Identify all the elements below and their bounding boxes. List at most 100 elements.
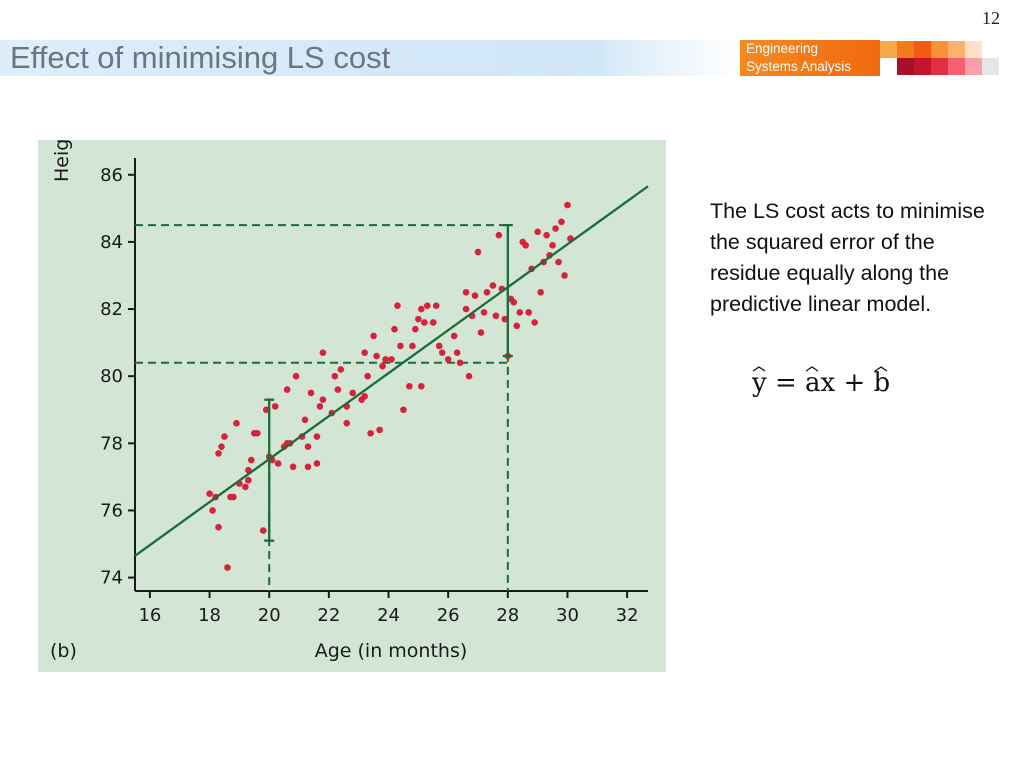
y-tick-label: 84	[100, 232, 123, 253]
y-tick-label: 74	[100, 568, 123, 589]
x-tick-label: 24	[377, 605, 400, 626]
data-point	[501, 315, 509, 323]
data-point	[215, 523, 222, 531]
data-point	[492, 312, 500, 320]
data-point	[555, 258, 562, 266]
data-point	[334, 386, 342, 393]
data-point	[406, 382, 413, 390]
scatter-chart: 16 18 20 22 24 26 28 30 32 74 76 78 80 82 84 86 Height …	[50, 140, 649, 662]
figure-panel	[38, 140, 666, 672]
data-point	[337, 366, 345, 373]
data-point	[307, 389, 315, 397]
data-point	[525, 309, 532, 316]
data-point	[391, 325, 398, 333]
data-point	[271, 403, 279, 410]
data-point	[477, 329, 485, 336]
data-point	[418, 305, 425, 313]
eq-b: b	[873, 368, 891, 398]
data-point	[221, 433, 228, 440]
data-point	[224, 564, 231, 571]
data-point	[233, 419, 240, 427]
data-point	[379, 362, 386, 370]
hat-accent	[874, 366, 887, 372]
eq-a-hat: a	[805, 366, 821, 398]
data-point	[543, 231, 550, 239]
tick-labels: 16 18 20 22 24 26 28 30 32 74 76 78 80 82 84 86	[100, 165, 638, 626]
data-point	[552, 225, 559, 232]
brand-square	[965, 41, 982, 58]
eq-x: x	[820, 368, 836, 398]
data-point	[450, 332, 458, 340]
data-point	[462, 305, 470, 313]
x-tick-label: 26	[437, 605, 460, 626]
y-tick-label: 82	[100, 299, 123, 320]
page-number: 12	[982, 8, 1000, 28]
data-point	[248, 456, 255, 464]
data-point	[361, 349, 368, 356]
data-point	[418, 382, 425, 390]
data-point	[549, 241, 556, 249]
brand-square	[931, 41, 948, 58]
x-tick-label: 16	[138, 605, 161, 626]
y-tick-label: 86	[100, 165, 123, 186]
data-point	[313, 433, 321, 440]
data-point	[438, 349, 446, 356]
data-point	[409, 342, 416, 350]
brand-square	[914, 41, 931, 58]
data-point	[274, 460, 282, 467]
y-tick-label: 76	[100, 500, 123, 521]
x-tick-label: 22	[317, 605, 340, 626]
x-tick-label: 18	[198, 605, 221, 626]
brand-square	[880, 41, 897, 58]
data-point	[471, 292, 479, 299]
axes	[134, 158, 648, 592]
data-point	[304, 443, 312, 450]
hat-accent	[805, 366, 819, 372]
data-point	[435, 342, 443, 350]
data-point	[262, 406, 270, 414]
data-point	[292, 372, 300, 380]
data-point	[513, 322, 521, 330]
data-point	[218, 443, 225, 450]
x-tick-label: 20	[258, 605, 281, 626]
data-point	[382, 356, 389, 363]
brand-square	[897, 58, 914, 75]
body-text: The LS cost acts to minimise the squared…	[710, 199, 985, 316]
data-point	[283, 386, 291, 393]
panel-label: (b)	[50, 640, 77, 662]
data-point	[349, 389, 357, 397]
data-point	[415, 315, 422, 323]
data-point	[242, 483, 249, 491]
data-point	[495, 231, 503, 239]
brand-square	[897, 41, 914, 58]
data-point	[516, 309, 524, 316]
data-point	[510, 299, 518, 306]
hat-accent	[752, 366, 766, 372]
eq-plus: +	[843, 368, 866, 398]
y-tick-label: 78	[100, 433, 123, 454]
y-axis-label: Height (in centimeters)	[51, 140, 73, 182]
eq-b-hat: b	[873, 366, 891, 398]
data-point	[364, 372, 371, 380]
data-point	[421, 319, 428, 326]
data-point	[376, 426, 383, 434]
data-point	[423, 302, 431, 309]
data-point	[331, 372, 339, 380]
brand-square	[914, 58, 931, 75]
brand-square	[948, 41, 965, 58]
x-tick-label: 28	[496, 605, 519, 626]
x-tick-label: 32	[616, 605, 639, 626]
data-point	[558, 218, 565, 226]
data-point	[456, 359, 464, 367]
data-point	[316, 403, 324, 410]
brand-square	[982, 58, 999, 75]
slide-title: Effect of minimising LS cost	[10, 40, 391, 75]
brand-line-1: Engineering	[746, 41, 819, 56]
data-point	[397, 342, 404, 350]
data-point	[319, 349, 327, 356]
eq-y-hat: y	[752, 366, 767, 398]
data-point	[489, 282, 497, 289]
data-point	[253, 429, 261, 437]
data-point	[388, 356, 395, 363]
